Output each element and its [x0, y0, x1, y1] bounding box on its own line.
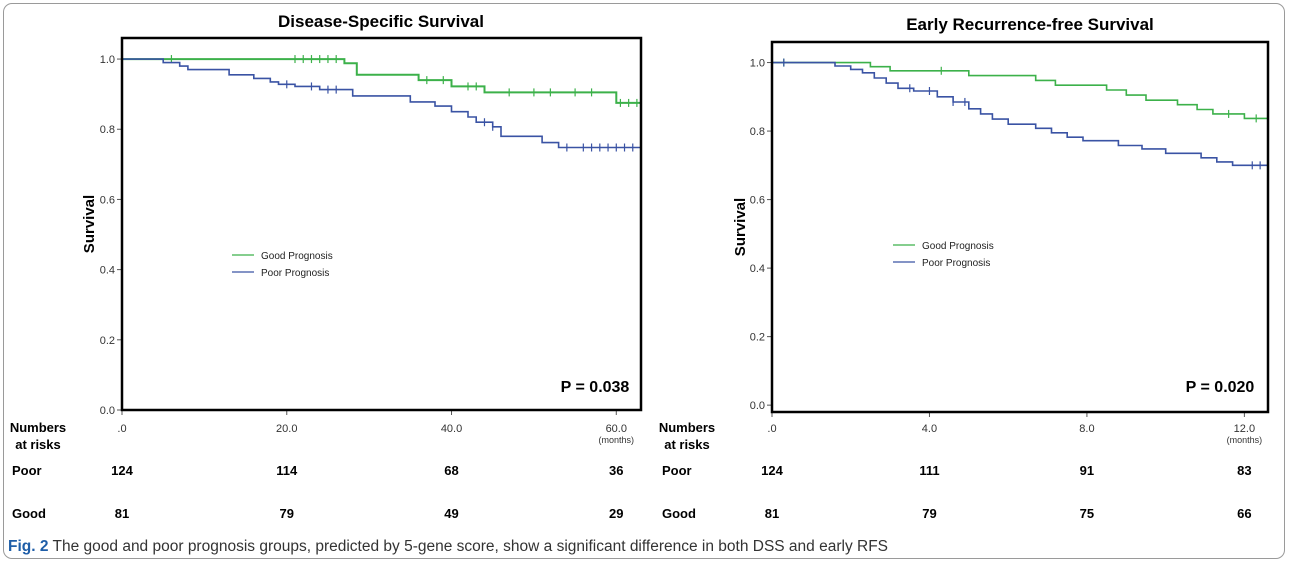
- y-tick-label: 0.6: [100, 194, 115, 206]
- risk-row-label: Poor: [662, 463, 692, 478]
- x-unit-label: (months): [599, 435, 635, 445]
- risk-count: 36: [609, 463, 623, 478]
- legend-label: Poor Prognosis: [261, 268, 329, 279]
- y-tick-label: 0.6: [750, 195, 765, 207]
- risk-count: 68: [444, 463, 458, 478]
- risk-count: 114: [276, 463, 298, 478]
- curve-good: [772, 61, 1268, 120]
- risk-count: 29: [609, 506, 623, 520]
- risk-table-header: at risks: [664, 437, 710, 452]
- x-tick-label: 8.0: [1079, 423, 1094, 435]
- x-tick-label: 12.0: [1234, 423, 1255, 435]
- legend-label: Good Prognosis: [261, 251, 333, 262]
- caption-label: Fig. 2: [8, 538, 49, 555]
- figure-caption: Fig. 2 The good and poor prognosis group…: [8, 538, 888, 556]
- x-tick-label: 20.0: [276, 423, 297, 435]
- caption-text: The good and poor prognosis groups, pred…: [52, 538, 889, 555]
- risk-count: 75: [1080, 506, 1094, 520]
- x-unit-label: (months): [1227, 435, 1263, 445]
- risk-count: 66: [1237, 506, 1251, 520]
- risk-table-header: Numbers: [659, 420, 715, 435]
- risk-count: 83: [1237, 463, 1251, 478]
- risk-count: 79: [922, 506, 936, 520]
- risk-row-label: Poor: [12, 463, 42, 478]
- risk-row-label: Good: [12, 506, 46, 520]
- plot-frame: [770, 40, 1270, 414]
- y-axis-label: Survival: [732, 198, 749, 256]
- dss-chart: Disease-Specific Survival 0.0 0.2 0.4 0.6 0.8…: [10, 12, 643, 520]
- risk-table-header: at risks: [15, 437, 61, 452]
- risk-count: 91: [1080, 463, 1094, 478]
- legend-label: Poor Prognosis: [922, 258, 990, 269]
- y-tick-label: 0.2: [750, 332, 765, 344]
- y-tick-label: 1.0: [750, 58, 765, 70]
- p-value-label: P = 0.020: [1186, 379, 1255, 396]
- risk-table-header: Numbers: [10, 420, 66, 435]
- risk-count: 81: [115, 506, 129, 520]
- risk-count: 79: [280, 506, 294, 520]
- y-axis-label: Survival: [81, 195, 98, 253]
- risk-row-label: Good: [662, 506, 696, 520]
- y-tick-label: 0.4: [100, 265, 115, 277]
- chart-title: Disease-Specific Survival: [278, 12, 484, 31]
- x-tick-label: 40.0: [441, 423, 462, 435]
- x-tick-label: .0: [117, 423, 126, 435]
- y-tick-label: 0.8: [750, 126, 765, 138]
- p-value-label: P = 0.038: [561, 379, 630, 396]
- plot-frame: [120, 36, 643, 412]
- y-tick-label: 1.0: [100, 54, 115, 66]
- chart-title: Early Recurrence-free Survival: [906, 15, 1154, 34]
- x-tick-label: 60.0: [606, 423, 627, 435]
- legend-label: Good Prognosis: [922, 241, 994, 252]
- x-tick-label: .0: [767, 423, 776, 435]
- risk-count: 111: [919, 463, 939, 478]
- risk-count: 49: [444, 506, 458, 520]
- y-tick-label: 0.0: [100, 405, 115, 417]
- x-tick-label: 4.0: [922, 423, 937, 435]
- curve-poor: [772, 61, 1268, 167]
- y-tick-label: 0.2: [100, 335, 115, 347]
- rfs-chart: Early Recurrence-free Survival 0.0 0.2 0.4 0…: [659, 15, 1270, 520]
- figure-frame: [3, 3, 1285, 559]
- curve-good: [122, 58, 641, 104]
- risk-count: 124: [111, 463, 133, 478]
- risk-count: 81: [765, 506, 779, 520]
- y-tick-label: 0.8: [100, 124, 115, 136]
- curve-poor: [122, 58, 641, 149]
- y-tick-label: 0.0: [750, 400, 765, 412]
- y-tick-label: 0.4: [750, 263, 765, 275]
- risk-count: 124: [761, 463, 783, 478]
